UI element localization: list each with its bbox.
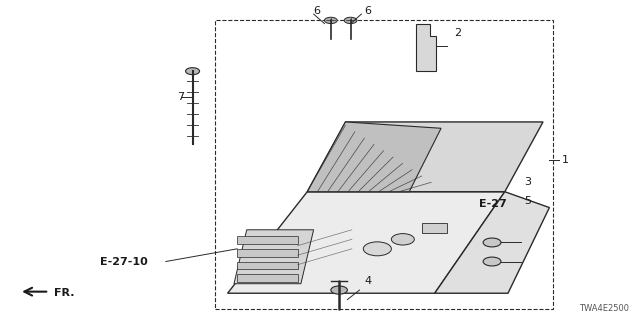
Bar bbox=[422, 223, 447, 233]
Polygon shape bbox=[435, 192, 549, 293]
Polygon shape bbox=[228, 192, 505, 293]
Circle shape bbox=[483, 238, 501, 247]
Text: 5: 5 bbox=[524, 196, 531, 206]
Circle shape bbox=[392, 234, 414, 245]
Text: 4: 4 bbox=[365, 276, 372, 285]
Circle shape bbox=[331, 286, 348, 294]
Text: FR.: FR. bbox=[54, 288, 74, 298]
Text: 6: 6 bbox=[365, 6, 372, 16]
Circle shape bbox=[324, 17, 337, 24]
Text: 1: 1 bbox=[562, 155, 569, 165]
Text: 2: 2 bbox=[454, 28, 461, 38]
Bar bbox=[237, 249, 298, 257]
Polygon shape bbox=[415, 24, 436, 71]
Polygon shape bbox=[234, 230, 314, 284]
Bar bbox=[237, 261, 298, 269]
Polygon shape bbox=[307, 122, 543, 192]
Circle shape bbox=[344, 17, 357, 24]
Bar bbox=[215, 20, 552, 309]
Text: E-27-10: E-27-10 bbox=[100, 257, 148, 267]
Polygon shape bbox=[307, 122, 441, 192]
Bar bbox=[237, 274, 298, 282]
Circle shape bbox=[364, 242, 392, 256]
Text: 6: 6 bbox=[314, 6, 321, 16]
Text: 3: 3 bbox=[524, 177, 531, 187]
Text: TWA4E2500: TWA4E2500 bbox=[579, 304, 629, 313]
Circle shape bbox=[186, 68, 200, 75]
Circle shape bbox=[483, 257, 501, 266]
Bar bbox=[237, 236, 298, 244]
Text: E-27: E-27 bbox=[479, 199, 507, 209]
Text: 7: 7 bbox=[177, 92, 184, 101]
